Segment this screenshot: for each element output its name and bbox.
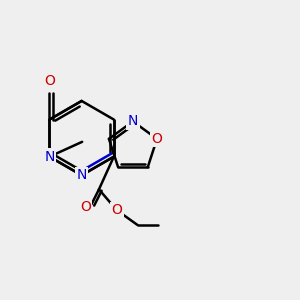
Text: O: O — [152, 132, 162, 146]
Text: N: N — [128, 114, 138, 128]
Text: O: O — [44, 74, 55, 88]
Text: O: O — [111, 203, 122, 217]
Text: O: O — [80, 200, 91, 214]
Text: N: N — [76, 168, 87, 182]
Text: N: N — [44, 150, 55, 164]
